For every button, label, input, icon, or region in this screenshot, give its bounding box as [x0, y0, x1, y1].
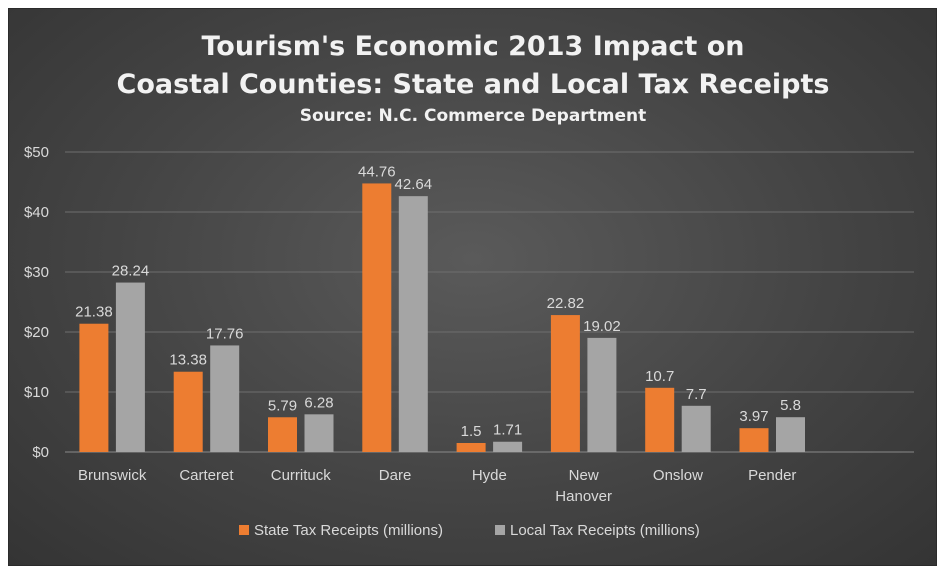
- bar-state: [550, 315, 580, 452]
- y-tick-label: $40: [24, 204, 49, 221]
- bar-state: [79, 323, 109, 452]
- legend-swatch: [239, 525, 249, 535]
- gridlines: [65, 151, 914, 453]
- bar-local: [304, 414, 334, 452]
- legend-label: State Tax Receipts (millions): [254, 522, 443, 539]
- x-category-label: Pender: [748, 467, 796, 484]
- data-label: 1.5: [461, 423, 482, 440]
- data-label: 10.7: [645, 368, 674, 385]
- data-label: 44.76: [358, 163, 396, 180]
- x-category-label: Brunswick: [78, 467, 147, 484]
- data-label: 5.8: [780, 397, 801, 414]
- data-label: 28.24: [112, 263, 150, 280]
- x-category-label: New: [569, 467, 599, 484]
- bar-local: [587, 337, 617, 452]
- bar-state: [362, 183, 392, 452]
- y-tick-label: $50: [24, 144, 49, 161]
- bar-local: [398, 196, 428, 452]
- chart-title-line-1: Tourism's Economic 2013 Impact on: [201, 31, 744, 62]
- data-label: 3.97: [739, 408, 768, 425]
- x-category-label: Dare: [379, 467, 412, 484]
- bar-state: [645, 387, 675, 452]
- y-tick-label: $30: [24, 264, 49, 281]
- data-label: 7.7: [686, 386, 707, 403]
- bar-local: [493, 441, 523, 452]
- chart-subtitle: Source: N.C. Commerce Department: [300, 106, 647, 126]
- data-label: 6.28: [304, 394, 333, 411]
- x-category-label: Carteret: [179, 467, 234, 484]
- data-label: 1.71: [493, 422, 522, 439]
- chart-title-line-2: Coastal Counties: State and Local Tax Re…: [117, 69, 830, 100]
- data-label: 5.79: [268, 397, 297, 414]
- y-tick-label: $0: [32, 444, 49, 461]
- data-label: 19.02: [583, 318, 621, 335]
- bar-state: [456, 443, 486, 452]
- x-category-label: Hyde: [472, 467, 507, 484]
- data-label: 13.38: [169, 352, 207, 369]
- data-label: 22.82: [547, 295, 585, 312]
- legend-swatch: [495, 525, 505, 535]
- bar-state: [268, 417, 297, 452]
- data-label: 17.76: [206, 325, 244, 342]
- data-label: 21.38: [75, 304, 113, 321]
- bar-local: [115, 282, 145, 452]
- bar-state: [173, 371, 203, 452]
- bar-chart: Tourism's Economic 2013 Impact on Coasta…: [24, 31, 914, 539]
- y-axis-ticks: $0 $10 $20 $30 $40 $50: [24, 144, 49, 461]
- y-tick-label: $10: [24, 384, 49, 401]
- bar-local: [681, 405, 711, 452]
- bars: [79, 183, 805, 452]
- x-category-label: Hanover: [555, 488, 612, 505]
- legend-label: Local Tax Receipts (millions): [510, 522, 700, 539]
- legend: State Tax Receipts (millions) Local Tax R…: [239, 522, 700, 539]
- x-axis-categories: Brunswick Carteret Currituck Dare Hyde New Han…: [78, 467, 796, 505]
- x-category-label: Onslow: [653, 467, 703, 484]
- bar-local: [776, 417, 805, 452]
- chart-area: Tourism's Economic 2013 Impact on Coasta…: [8, 8, 937, 566]
- bar-state: [739, 428, 769, 452]
- bar-local: [210, 345, 240, 452]
- data-label: 42.64: [395, 176, 433, 193]
- y-tick-label: $20: [24, 324, 49, 341]
- x-category-label: Currituck: [271, 467, 332, 484]
